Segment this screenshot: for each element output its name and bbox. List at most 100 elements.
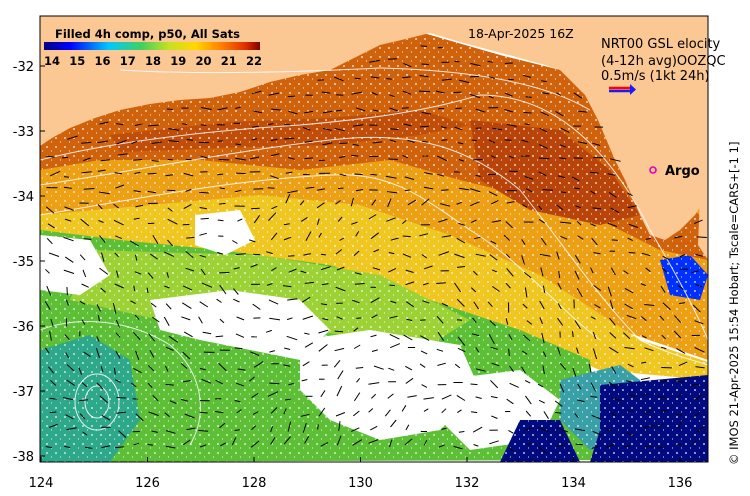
velocity-arrow — [558, 427, 568, 433]
velocity-arrow — [368, 214, 377, 220]
velocity-arrow — [626, 314, 637, 320]
velocity-arrow — [420, 335, 430, 341]
velocity-arrow — [371, 92, 378, 96]
velocity-arrow — [147, 190, 156, 194]
velocity-arrow — [96, 304, 101, 312]
x-tick-label: 134 — [561, 476, 586, 491]
velocity-arrow — [351, 154, 359, 157]
velocity-arrow — [608, 192, 617, 198]
velocity-arrow — [421, 63, 429, 65]
x-axis: 124 126 128 130 132 134 136 — [29, 457, 692, 491]
velocity-arrow — [523, 112, 532, 114]
velocity-arrow — [390, 128, 399, 131]
velocity-arrow — [164, 412, 170, 417]
velocity-arrow — [421, 111, 432, 115]
velocity-arrow — [677, 392, 683, 398]
velocity-arrow — [237, 368, 246, 371]
velocity-arrow — [334, 127, 345, 132]
velocity-arrow — [405, 377, 414, 384]
velocity-arrow — [64, 206, 75, 211]
colorbar-tick-label: 14 — [44, 54, 60, 68]
velocity-arrow — [524, 123, 530, 126]
velocity-arrow — [505, 221, 513, 229]
velocity-arrow — [441, 235, 452, 238]
velocity-arrow — [574, 320, 581, 330]
velocity-arrow — [488, 95, 494, 99]
velocity-arrow — [508, 447, 515, 453]
velocity-arrow — [334, 347, 345, 352]
velocity-arrow — [220, 442, 227, 447]
velocity-arrow — [266, 251, 273, 255]
velocity-arrow — [233, 288, 239, 295]
velocity-arrow — [317, 424, 319, 430]
velocity-arrow — [403, 123, 412, 127]
velocity-arrow — [351, 299, 360, 304]
velocity-arrow — [180, 398, 189, 402]
velocity-arrow — [250, 440, 260, 448]
velocity-arrow — [556, 92, 562, 96]
velocity-arrow — [318, 232, 322, 238]
velocity-arrow — [539, 317, 543, 324]
velocity-arrow — [235, 172, 246, 175]
velocity-arrow — [420, 350, 428, 355]
velocity-arrow — [149, 350, 155, 358]
velocity-arrow — [353, 124, 364, 127]
velocity-arrow — [555, 110, 564, 117]
velocity-arrow — [492, 285, 500, 292]
velocity-arrow — [237, 218, 243, 222]
velocity-arrow — [521, 239, 526, 245]
velocity-arrow — [660, 285, 666, 293]
velocity-arrow — [503, 234, 511, 241]
velocity-arrow — [130, 300, 136, 305]
velocity-arrow — [436, 348, 444, 352]
velocity-arrow — [611, 397, 623, 402]
velocity-arrow — [557, 175, 566, 179]
velocity-arrow — [248, 239, 256, 243]
velocity-arrow — [234, 347, 243, 350]
velocity-arrow — [183, 203, 192, 210]
velocity-arrow — [591, 446, 599, 449]
velocity-arrow — [316, 218, 320, 226]
velocity-arrow — [387, 191, 398, 194]
velocity-arrow — [454, 253, 465, 259]
velocity-arrow — [628, 223, 639, 228]
velocity-arrow — [301, 296, 311, 303]
velocity-arrow — [456, 298, 465, 307]
velocity-arrow — [184, 413, 195, 419]
velocity-arrow — [590, 223, 596, 227]
velocity-arrow — [472, 317, 477, 324]
velocity-arrow — [83, 188, 95, 190]
velocity-arrow — [217, 219, 224, 222]
colorbar-tick-label: 22 — [246, 54, 262, 68]
velocity-arrow — [81, 283, 89, 288]
velocity-arrow — [339, 173, 347, 177]
velocity-arrow — [303, 253, 312, 256]
velocity-arrow — [419, 363, 426, 368]
velocity-arrow — [249, 156, 260, 160]
velocity-arrow — [101, 414, 111, 421]
velocity-arrow — [401, 107, 409, 109]
velocity-arrow — [216, 298, 222, 303]
velocity-arrow — [201, 378, 212, 384]
velocity-arrow — [288, 382, 294, 386]
velocity-arrow — [405, 269, 414, 273]
velocity-arrow — [624, 287, 634, 294]
velocity-arrow — [320, 441, 329, 447]
velocity-arrow — [268, 212, 277, 221]
velocity-arrow — [506, 201, 515, 204]
velocity-arrow — [148, 365, 155, 372]
velocity-arrow — [453, 445, 463, 450]
velocity-arrow — [235, 106, 241, 109]
velocity-arrow — [473, 301, 480, 310]
velocity-arrow — [81, 382, 88, 388]
velocity-arrow — [217, 107, 228, 111]
velocity-arrow — [61, 156, 69, 159]
velocity-arrow — [335, 109, 342, 112]
velocity-arrow — [401, 405, 407, 412]
velocity-arrow — [524, 176, 534, 180]
velocity-arrow — [165, 430, 176, 434]
velocity-arrow — [299, 200, 305, 206]
velocity-arrow — [677, 285, 684, 290]
velocity-arrow — [590, 382, 597, 392]
velocity-arrow — [506, 398, 514, 405]
